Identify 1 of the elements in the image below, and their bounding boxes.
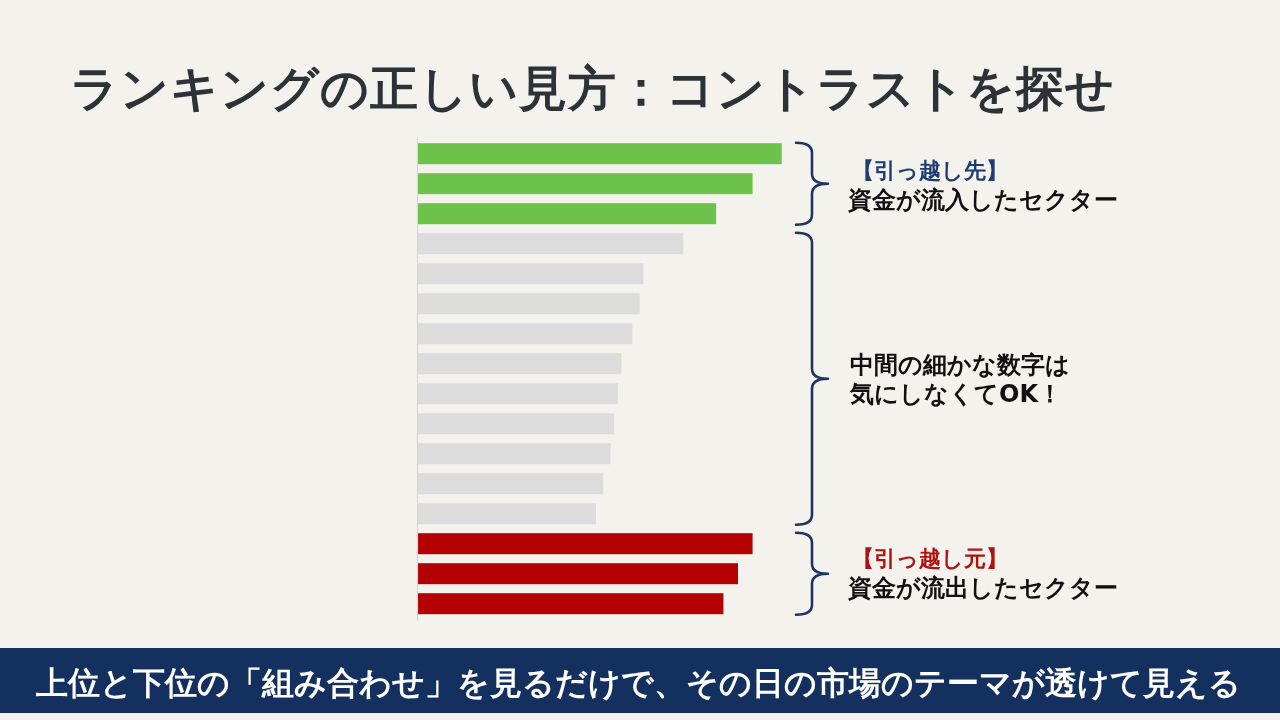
title: ランキングの正しい見方：コントラストを探せ: [70, 60, 1115, 116]
